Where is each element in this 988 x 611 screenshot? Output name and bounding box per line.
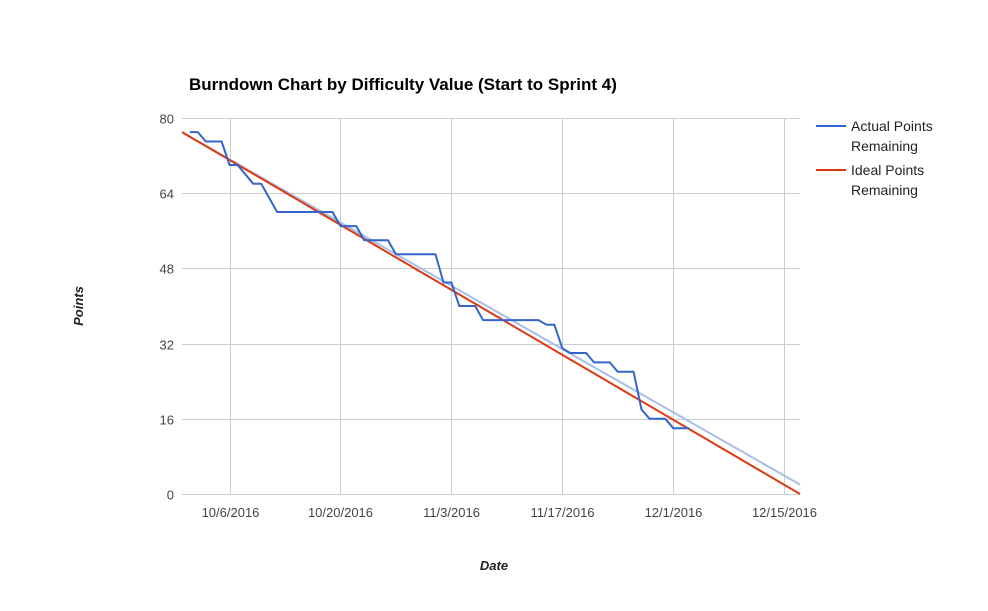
x-tick-label: 12/15/2016 (752, 505, 817, 520)
trendline (181, 131, 801, 486)
legend-label: Ideal Points Remaining (851, 162, 924, 198)
y-tick-label: 0 (167, 488, 174, 503)
series-lines (181, 131, 801, 495)
x-tick-label: 10/20/2016 (308, 505, 373, 520)
y-axis-ticks: 0 16 32 48 64 80 (160, 112, 174, 503)
actual-points-line (189, 131, 690, 430)
x-axis-ticks: 10/6/2016 10/20/2016 11/3/2016 11/17/2016 12… (202, 505, 817, 520)
ideal-points-line (181, 131, 801, 495)
y-tick-label: 64 (160, 187, 174, 202)
legend-label: Actual Points Remaining (851, 118, 933, 154)
x-tick-label: 11/3/2016 (423, 505, 480, 520)
y-tick-label: 16 (160, 413, 174, 428)
x-tick-label: 12/1/2016 (645, 505, 703, 520)
y-tick-label: 80 (160, 112, 174, 127)
x-tick-label: 10/6/2016 (202, 505, 260, 520)
y-tick-label: 48 (160, 262, 174, 277)
y-tick-label: 32 (160, 338, 174, 353)
gridlines (182, 118, 800, 495)
y-axis-title: Points (71, 286, 86, 326)
x-axis-title: Date (480, 558, 508, 573)
chart-title: Burndown Chart by Difficulty Value (Star… (189, 75, 617, 94)
legend: Actual Points Remaining Ideal Points Remain… (816, 118, 933, 198)
x-tick-label: 11/17/2016 (530, 505, 594, 520)
